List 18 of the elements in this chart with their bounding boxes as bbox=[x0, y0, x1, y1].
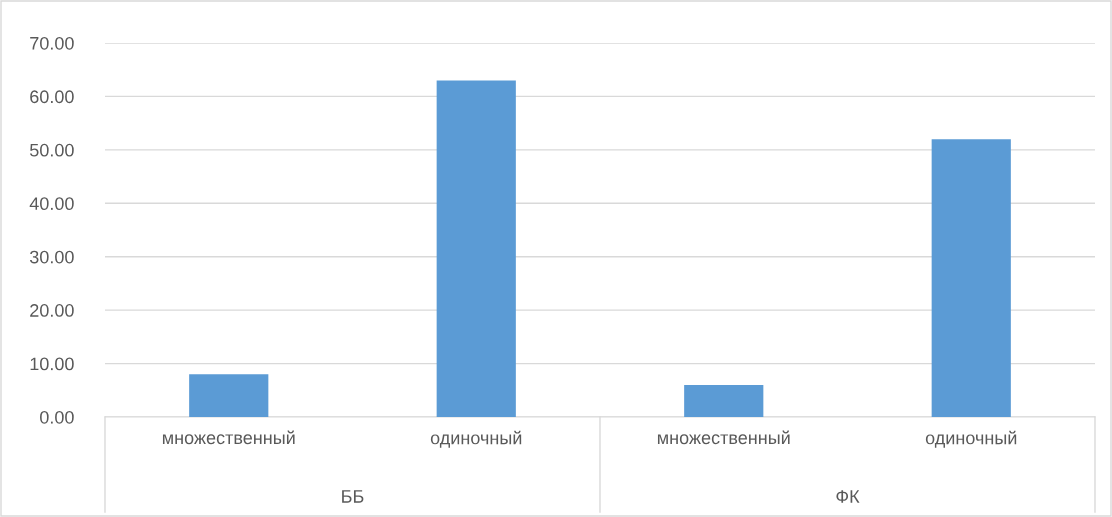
x-tick-label: множественный bbox=[657, 430, 790, 445]
bar bbox=[189, 374, 269, 417]
text: ББ bbox=[342, 490, 364, 503]
x-tick-label: одиночный bbox=[430, 430, 522, 448]
y-tick-label: 10.00 bbox=[30, 357, 74, 371]
y-tick-label: 0.00 bbox=[40, 410, 74, 424]
bar bbox=[684, 384, 764, 417]
y-tick-label: 60.00 bbox=[30, 90, 74, 104]
x-tick-label: множественный bbox=[162, 430, 295, 445]
text: ФК bbox=[836, 490, 860, 503]
bar bbox=[436, 80, 516, 417]
y-tick-label: 40.00 bbox=[29, 197, 74, 211]
y-tick-label: 20.00 bbox=[30, 304, 74, 317]
y-tick-label: 70.00 bbox=[30, 36, 74, 50]
x-tick-label: одиночный bbox=[925, 430, 1017, 448]
y-tick-label: 50.00 bbox=[29, 143, 74, 157]
bar bbox=[931, 139, 1011, 417]
y-tick-label: 30.00 bbox=[29, 250, 74, 264]
